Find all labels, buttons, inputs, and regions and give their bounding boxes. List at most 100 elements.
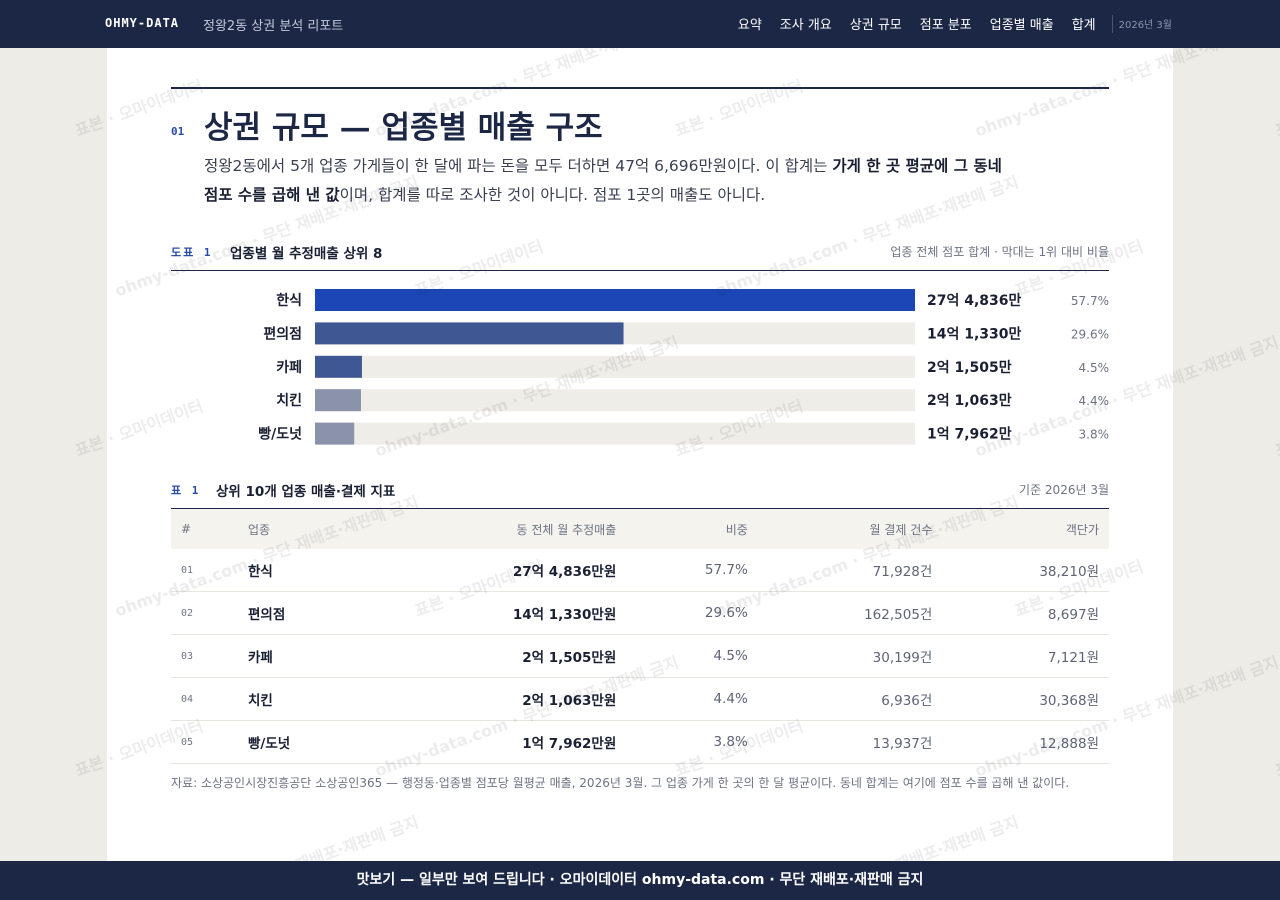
watermark: 표본 · 오마이데이터 [1272,396,1280,461]
table-cell: 카페 [238,634,369,678]
section-title: 상권 규모 — 업종별 매출 구조 [204,110,603,146]
table-cell: 05 [171,720,239,764]
table-cell: 162,505건 [757,591,943,635]
value-label: 14억 1,330만 [927,326,1022,342]
figure-label: 도표 1 [171,246,213,259]
table-cell: 71,928건 [757,549,943,592]
lead-strong: 가게 한 곳 평균에 그 동네 점포 수를 곱해 낸 값 [204,157,1002,204]
nav-link[interactable]: 요약 [737,18,762,33]
table-cell: 4.5% [626,634,758,678]
table-cell: 02 [171,591,239,635]
value-label: 2억 1,063만 [927,393,1012,409]
table-cell: 편의점 [238,591,369,635]
table-cell: 03 [171,634,239,678]
column-header: # [171,509,239,549]
column-header: 월 결제 건수 [757,509,943,549]
table-note: 기준 2026년 3월 [1019,483,1109,497]
bar-track [315,422,915,445]
value-label: 2억 1,505만 [927,360,1012,376]
bar-track [315,389,915,412]
column-header: 객단가 [942,509,1109,549]
table-cell: 2억 1,505만원 [368,634,627,678]
table-row: 01 한식 27억 4,836만원 57.7% 71,928건 38,210원 [171,549,1109,592]
column-header: 동 전체 월 추정매출 [368,509,627,549]
table-rule [171,508,1109,509]
table-row: 05 빵/도넛 1억 7,962만원 3.8% 13,937건 12,888원 [171,720,1109,764]
nav-date: 2026년 3월 [1118,20,1172,31]
footer-bar: 맛보기 — 일부만 보여 드립니다 · 오마이데이터 ohmy-data.com… [0,861,1280,900]
category-label: 편의점 [263,325,302,342]
table-cell: 치킨 [238,677,369,721]
table-cell: 6,936건 [757,677,943,721]
bar [315,422,355,445]
table-cell: 3.8% [626,720,758,764]
figure-note: 업종 전체 점포 합계 · 막대는 1위 대비 비율 [890,245,1109,259]
bar-chart: 한식 27억 4,836만 57.7% 편의점 14억 1,330만 29.6% 카페 2억 … [258,289,1110,445]
data-table: # 업종 동 전체 월 추정매출 비중 월 결제 건수 객단가 01 한식 27억 4,836만… [171,509,1109,764]
nav: 요약 조사 개요 상권 규모 점포 분포 업종별 매출 합계 2026년 3월 [738,14,1172,33]
table-cell: 빵/도넛 [238,720,369,764]
column-header: 업종 [238,509,369,549]
table-cell: 2억 1,063만원 [368,677,627,721]
nav-link[interactable]: 상권 규모 [849,18,902,33]
figure-rule [171,270,1109,271]
table-cell: 30,368원 [942,677,1109,721]
table-cell: 01 [171,549,239,592]
table-cell: 29.6% [626,591,758,635]
watermark: 표본 · 오마이데이터 [1272,76,1280,141]
category-label: 한식 [276,293,302,309]
figure-title: 업종별 월 추정매출 상위 8 [230,246,383,262]
nav-link[interactable]: 점포 분포 [919,18,972,33]
table-title: 상위 10개 업종 매출·결제 지표 [216,484,396,500]
lead-text: 정왕2동에서 5개 업종 가게들이 한 달에 파는 돈을 모두 더하면 47억 … [204,157,833,175]
share-label: 57.7% [1071,294,1109,308]
table-cell: 27억 4,836만원 [368,549,627,592]
watermark: 표본 · 오마이데이터 [1272,716,1280,781]
nav-link[interactable]: 합계 [1071,18,1096,33]
category-label: 치킨 [276,392,302,409]
table-cell: 1억 7,962만원 [368,720,627,764]
footer-text: 맛보기 — 일부만 보여 드립니다 · 오마이데이터 ohmy-data.com… [356,872,924,888]
nav-separator [1111,14,1113,33]
table-label: 표 1 [171,484,201,497]
table-cell: 38,210원 [942,549,1109,592]
table-cell: 7,121원 [942,634,1109,678]
value-label: 1억 7,962만 [927,427,1012,443]
source-note: 자료: 소상공인시장진흥공단 소상공인365 — 행정동·업종별 점포당 월평균… [171,776,1070,790]
table-row: 02 편의점 14억 1,330만원 29.6% 162,505건 8,697원 [171,591,1109,635]
section-number: 01 [171,125,185,138]
table-cell: 8,697원 [942,591,1109,635]
table-cell: 30,199건 [757,634,943,678]
table-cell: 14억 1,330만원 [368,591,627,635]
share-label: 4.4% [1079,394,1110,408]
table-cell: 04 [171,677,239,721]
report-subtitle: 정왕2동 상권 분석 리포트 [203,19,344,34]
value-label: 27억 4,836만 [927,293,1022,309]
lead: 정왕2동에서 5개 업종 가게들이 한 달에 파는 돈을 모두 더하면 47억 … [204,152,1014,210]
table-cell: 12,888원 [942,720,1109,764]
share-label: 4.5% [1079,361,1110,375]
bar [315,389,361,412]
category-label: 카페 [276,360,302,376]
brand[interactable]: OHMY-DATA [105,16,180,30]
column-header: 비중 [626,509,758,549]
lead-text: 이며, 합계를 따로 조사한 것이 아니다. 점포 1곳의 매출도 아니다. [339,186,766,204]
table-row: 03 카페 2억 1,505만원 4.5% 30,199건 7,121원 [171,634,1109,678]
table-cell: 13,937건 [757,720,943,764]
nav-link[interactable]: 업종별 매출 [989,18,1054,33]
category-label: 빵/도넛 [258,427,302,443]
table-cell: 57.7% [626,549,758,592]
nav-link[interactable]: 조사 개요 [779,18,832,33]
bar [315,322,624,345]
table-cell: 한식 [238,549,369,592]
top-bar: OHMY-DATA 정왕2동 상권 분석 리포트 요약 조사 개요 상권 규모 점포 … [0,0,1280,48]
bar [315,355,362,378]
section-rule [171,87,1109,89]
bar-track [315,355,915,378]
table-header: # 업종 동 전체 월 추정매출 비중 월 결제 건수 객단가 [171,509,1109,549]
table-row: 04 치킨 2억 1,063만원 4.4% 6,936건 30,368원 [171,677,1109,721]
table-cell: 4.4% [626,677,758,721]
share-label: 3.8% [1079,428,1110,442]
bar [315,289,915,311]
